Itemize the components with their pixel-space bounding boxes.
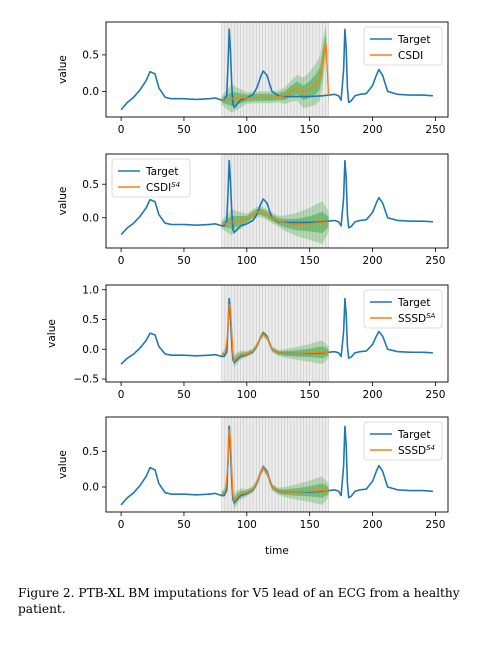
masked-region-stripes xyxy=(221,22,329,117)
x-tick-label: 50 xyxy=(177,124,190,136)
uncertainty-band-1 xyxy=(221,201,329,244)
masked-region-stripes xyxy=(221,154,329,248)
x-tick-label: 200 xyxy=(363,519,383,531)
x-tick-label: 150 xyxy=(300,519,320,531)
x-tick-label: 0 xyxy=(118,124,125,136)
y-tick-label: 0.5 xyxy=(82,49,99,61)
plot-area xyxy=(120,22,434,117)
y-tick-label: 0.5 xyxy=(82,314,99,326)
x-tick-label: 250 xyxy=(425,124,445,136)
uncertainty-band-2 xyxy=(221,35,329,107)
x-axis-label: time xyxy=(265,545,289,557)
chart-panel-4: 0 50 100 150 200 250 0.0 0.5 value time Target SSSD… xyxy=(57,416,449,557)
y-tick-label: 0.5 xyxy=(82,446,99,458)
series-model-line xyxy=(221,43,330,101)
x-tick-label: 100 xyxy=(237,389,257,401)
x-tick-label: 0 xyxy=(118,519,125,531)
legend-label: Target xyxy=(397,297,430,309)
y-tick-label: 0.0 xyxy=(82,482,99,494)
legend-label: SSSDS4 xyxy=(398,444,435,457)
y-axis-label: value xyxy=(57,450,69,479)
x-tick-label: 250 xyxy=(425,389,445,401)
plot-area xyxy=(120,417,434,512)
x-tick-label: 150 xyxy=(300,255,320,267)
x-tick-label: 50 xyxy=(177,519,190,531)
legend-label: CSDI xyxy=(398,50,423,62)
y-axis-label: value xyxy=(57,187,69,216)
legend-label: Target xyxy=(397,34,430,46)
x-tick-label: 50 xyxy=(177,255,190,267)
x-tick-label: 200 xyxy=(363,124,383,136)
series-model-line xyxy=(221,210,329,226)
y-axis-label: value xyxy=(46,319,58,348)
axes-frame xyxy=(105,416,449,513)
y-axis-label: value xyxy=(57,55,69,84)
x-tick-label: 150 xyxy=(300,124,320,136)
series-target-line xyxy=(120,28,434,111)
x-tick-label: 200 xyxy=(363,255,383,267)
legend-label: Target xyxy=(145,166,178,178)
x-tick-label: 100 xyxy=(237,124,257,136)
y-tick-label: 0.5 xyxy=(82,179,99,191)
legend: Target SSSDS4 xyxy=(363,421,443,461)
plot-area xyxy=(120,285,434,382)
series-model-line xyxy=(221,429,329,502)
plot-area xyxy=(120,154,434,248)
x-tick-label: 0 xyxy=(118,389,125,401)
y-tick-label: 1.0 xyxy=(82,284,99,296)
axes-frame xyxy=(105,153,449,249)
legend-label: Target xyxy=(397,429,430,441)
series-model-line xyxy=(221,303,329,362)
y-tick-label: 0.0 xyxy=(82,86,99,98)
y-tick-label: 0.0 xyxy=(82,344,99,356)
legend: Target CSDI xyxy=(363,26,443,66)
x-tick-label: 250 xyxy=(425,255,445,267)
x-tick-label: 50 xyxy=(177,389,190,401)
x-tick-label: 0 xyxy=(118,255,125,267)
axes-frame xyxy=(105,21,449,118)
x-tick-label: 250 xyxy=(425,519,445,531)
chart-panel-3: 0 50 100 150 200 250 −0.5 0.0 0.5 1.0 value TargetS… xyxy=(46,284,449,401)
x-tick-label: 100 xyxy=(237,519,257,531)
axes-frame xyxy=(105,284,449,383)
figure: 0 50 100 150 200 250 0.0 0.5 value Target CSDI 0 50 1… xyxy=(46,21,449,557)
x-tick-label: 150 xyxy=(300,389,320,401)
chart-panel-1: 0 50 100 150 200 250 0.0 0.5 value Target CSDI xyxy=(57,21,449,136)
y-tick-label: −0.5 xyxy=(74,374,100,386)
figure-svg: 0 50 100 150 200 250 0.0 0.5 value Target CSDI 0 50 1… xyxy=(46,21,449,557)
uncertainty-band-1 xyxy=(221,422,329,510)
x-tick-label: 100 xyxy=(237,255,257,267)
figure-caption: Figure 2. PTB-XL BM imputations for V5 l… xyxy=(18,586,460,616)
uncertainty-band-1 xyxy=(221,298,329,368)
x-tick-label: 200 xyxy=(363,389,383,401)
y-tick-label: 0.0 xyxy=(82,212,99,224)
